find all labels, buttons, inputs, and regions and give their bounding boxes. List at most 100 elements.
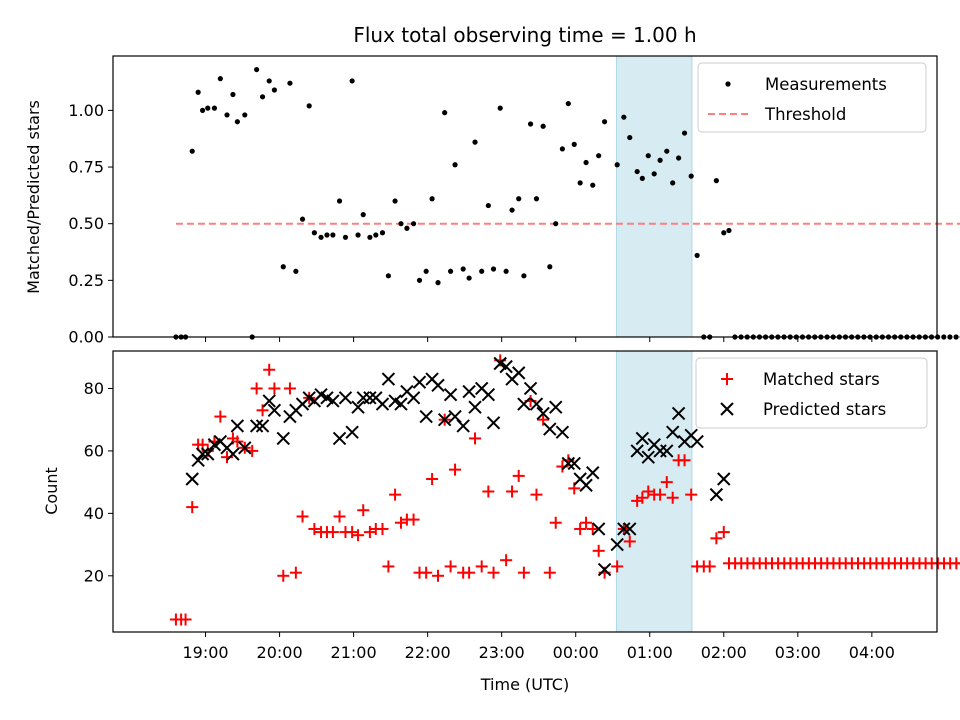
predicted-star-stroke-b	[185, 472, 199, 486]
measurement-point	[195, 89, 201, 95]
measurement-point	[447, 268, 454, 274]
matched-star-point	[586, 522, 599, 535]
predicted-star-stroke-b	[597, 562, 612, 577]
measurement-point	[533, 196, 540, 202]
measurement-point	[676, 155, 682, 161]
predicted-star-stroke-b	[468, 400, 482, 414]
matched-star-point	[549, 516, 562, 529]
matched-star-point	[543, 566, 556, 579]
matched-star-point	[950, 557, 960, 570]
measurement-point	[664, 148, 670, 154]
predicted-star-stroke-b	[381, 372, 396, 386]
measurement-point	[306, 103, 312, 109]
predicted-star-stroke-b	[326, 394, 340, 408]
matched-star-point	[256, 404, 269, 417]
measurement-point	[271, 87, 277, 93]
predicted-star-point	[191, 453, 205, 467]
predicted-star-stroke-b	[419, 409, 433, 424]
matched-star-point	[277, 569, 290, 582]
predicted-star-stroke-b	[523, 381, 538, 396]
matched-star-point	[407, 513, 420, 526]
matched-star-point	[263, 363, 276, 376]
predicted-star-stroke-b	[671, 406, 686, 421]
predicted-star-point	[276, 431, 290, 446]
matched-star-point	[482, 485, 495, 498]
predicted-star-stroke-b	[388, 394, 402, 408]
predicted-star-stroke-b	[262, 394, 276, 408]
predicted-star-stroke-b	[610, 537, 624, 552]
predicted-star-point	[431, 378, 445, 393]
bottom-marks-layer	[169, 354, 960, 626]
top-ytick-label: 0.00	[68, 328, 104, 347]
predicted-star-stroke-b	[567, 456, 581, 471]
matched-star-point	[352, 529, 365, 542]
bottom-yticks: 20 40 60 80	[84, 379, 113, 585]
predicted-star-point	[529, 397, 544, 411]
measurement-point	[287, 80, 293, 86]
predicted-star-point	[462, 384, 476, 399]
measurement-point	[490, 266, 497, 272]
predicted-star-stroke-b	[201, 447, 215, 461]
predicted-star-point	[511, 366, 526, 380]
matched-star-point	[537, 413, 550, 426]
measurement-point	[547, 264, 553, 270]
measurement-point	[503, 268, 509, 274]
measurement-point	[410, 221, 417, 227]
matched-star-point	[449, 463, 462, 476]
matched-star-point	[231, 435, 244, 448]
predicted-star-stroke-b	[345, 425, 359, 439]
measurement-point	[205, 105, 211, 111]
matched-star-point	[420, 566, 433, 579]
predicted-star-point	[690, 434, 704, 449]
predicted-star-point	[363, 391, 377, 405]
measurement-point	[596, 153, 602, 159]
measurement-point	[726, 227, 732, 234]
measurement-point	[634, 168, 640, 175]
legend-matched-marker	[721, 373, 733, 385]
predicted-star-stroke-b	[351, 400, 365, 414]
predicted-star-point	[610, 537, 624, 552]
xtick-label: 20:00	[257, 643, 303, 662]
measurement-point	[601, 119, 608, 125]
measurement-point	[621, 114, 627, 120]
predicted-star-stroke-b	[493, 356, 507, 371]
top-ytick-label: 1.00	[68, 101, 104, 120]
predicted-star-point	[597, 562, 612, 577]
predicted-star-point	[326, 394, 340, 408]
predicted-star-stroke-b	[543, 422, 557, 436]
predicted-star-point	[249, 419, 264, 433]
predicted-star-stroke-b	[230, 419, 245, 433]
measurement-point	[590, 182, 596, 188]
matched-star-point	[487, 566, 500, 579]
predicted-star-stroke-b	[400, 384, 414, 399]
matched-star-point	[580, 516, 593, 529]
measurement-point	[694, 252, 700, 259]
measurement-point	[527, 121, 534, 127]
xtick-label: 00:00	[553, 643, 599, 662]
matched-star-point	[283, 382, 296, 395]
measurement-point	[259, 94, 266, 100]
bottom-ylabel: Count	[42, 467, 61, 515]
matched-star-point	[592, 544, 605, 557]
measurement-point	[398, 221, 404, 227]
predicted-star-stroke-b	[690, 434, 704, 449]
predicted-star-point	[660, 444, 674, 458]
predicted-star-point	[617, 522, 631, 536]
measurement-point	[953, 334, 959, 340]
predicted-star-stroke-b	[191, 453, 205, 467]
top-legend: Measurements Threshold	[697, 62, 927, 133]
measurement-point	[189, 148, 195, 154]
xtick-label: 19:00	[182, 643, 228, 662]
predicted-star-point	[561, 456, 576, 471]
bottom-ytick-label: 80	[84, 379, 104, 398]
predicted-star-point	[351, 400, 365, 414]
measurement-point	[688, 173, 694, 179]
matched-star-point	[469, 432, 482, 445]
top-ytick-label: 0.50	[68, 214, 104, 233]
measurement-point	[657, 157, 663, 163]
top-ytick-label: 0.75	[68, 158, 104, 177]
predicted-star-stroke-b	[320, 391, 334, 405]
matched-star-point	[357, 504, 370, 517]
predicted-star-stroke-b	[591, 522, 606, 536]
